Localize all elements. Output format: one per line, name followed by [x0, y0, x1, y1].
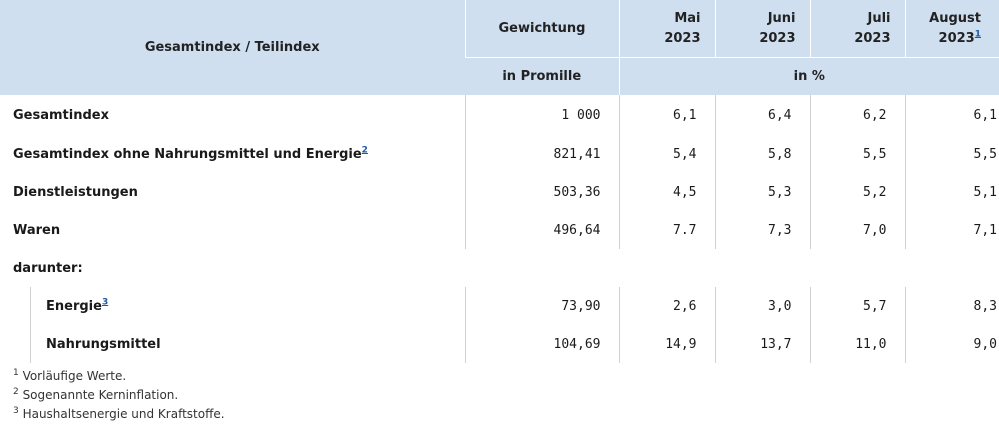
header-weight-unit: in Promille: [465, 57, 619, 95]
row-label: Waren: [13, 222, 61, 238]
value-cell: 3,0: [714, 287, 810, 325]
weight-cell: 496,64: [464, 211, 619, 249]
weight-cell: 1 000: [464, 95, 619, 135]
value-cell: 5,2: [809, 173, 905, 211]
subheading-label: darunter:: [13, 260, 83, 276]
footnote: 3 Haushaltsenergie und Kraftstoffe.: [13, 406, 225, 422]
subheading-row: darunter:: [0, 249, 999, 287]
table-row: Gesamtindex ohne Nahrungsmittel und Ener…: [0, 135, 999, 173]
header-month-may: Mai 2023: [618, 0, 715, 58]
value-cell: 5,8: [714, 135, 810, 173]
value-cell: 5,1: [904, 173, 999, 211]
value-cell: 4,5: [618, 173, 715, 211]
header-weight-label: Gewichtung: [464, 0, 619, 58]
row-label: Dienstleistungen: [13, 184, 138, 200]
value-cell: 6,1: [618, 95, 715, 135]
value-cell: 5,4: [618, 135, 715, 173]
header-change-unit: in %: [618, 57, 999, 95]
table-row: Gesamtindex 1 000 6,1 6,4 6,2 6,1: [0, 95, 999, 135]
footnote-link-1[interactable]: 1: [974, 29, 981, 40]
footnotes: 1 Vorläufige Werte. 2 Sogenannte Kerninf…: [0, 367, 999, 424]
header-month-august: August 20231: [904, 0, 999, 58]
value-cell: 7.7: [618, 211, 715, 249]
table-row: Nahrungsmittel 104,69 14,9 13,7 11,0 9,0: [0, 325, 999, 363]
weight-cell: 821,41: [464, 135, 619, 173]
weight-cell: 73,90: [464, 287, 619, 325]
value-cell: 6,4: [714, 95, 810, 135]
header-month-june: Juni 2023: [714, 0, 810, 58]
footnote-link-3[interactable]: 3: [101, 297, 109, 308]
value-cell: 6,1: [904, 95, 999, 135]
table-row: Waren 496,64 7.7 7,3 7,0 7,1: [0, 211, 999, 249]
footnote-link-2[interactable]: 2: [361, 145, 368, 156]
value-cell: 5,3: [714, 173, 810, 211]
row-label: Gesamtindex: [13, 107, 109, 123]
value-cell: 7,3: [714, 211, 810, 249]
row-label: Energie3: [0, 287, 465, 325]
weight-cell: 104,69: [464, 325, 619, 363]
footnote: 2 Sogenannte Kerninflation.: [13, 387, 179, 403]
value-cell: 5,7: [809, 287, 905, 325]
value-cell: 5,5: [904, 135, 999, 173]
value-cell: 13,7: [714, 325, 810, 363]
value-cell: 8,3: [904, 287, 999, 325]
row-label: Gesamtindex ohne Nahrungsmittel und Ener…: [13, 145, 368, 162]
header-index-label: Gesamtindex / Teilindex: [0, 0, 465, 95]
table-row: Dienstleistungen 503,36 4,5 5,3 5,2 5,1: [0, 173, 999, 211]
value-cell: 7,1: [904, 211, 999, 249]
value-cell: 11,0: [809, 325, 905, 363]
weight-cell: 503,36: [464, 173, 619, 211]
row-label: Nahrungsmittel: [0, 325, 465, 363]
value-cell: 6,2: [809, 95, 905, 135]
header-month-july: Juli 2023: [809, 0, 905, 58]
value-cell: 9,0: [904, 325, 999, 363]
value-cell: 2,6: [618, 287, 715, 325]
inflation-table: Gesamtindex / Teilindex Gewichtung Mai 20…: [0, 0, 999, 363]
table-row: Energie3 73,90 2,6 3,0 5,7 8,3: [0, 287, 999, 325]
value-cell: 5,5: [809, 135, 905, 173]
footnote: 1 Vorläufige Werte.: [13, 368, 127, 384]
value-cell: 14,9: [618, 325, 715, 363]
value-cell: 7,0: [809, 211, 905, 249]
